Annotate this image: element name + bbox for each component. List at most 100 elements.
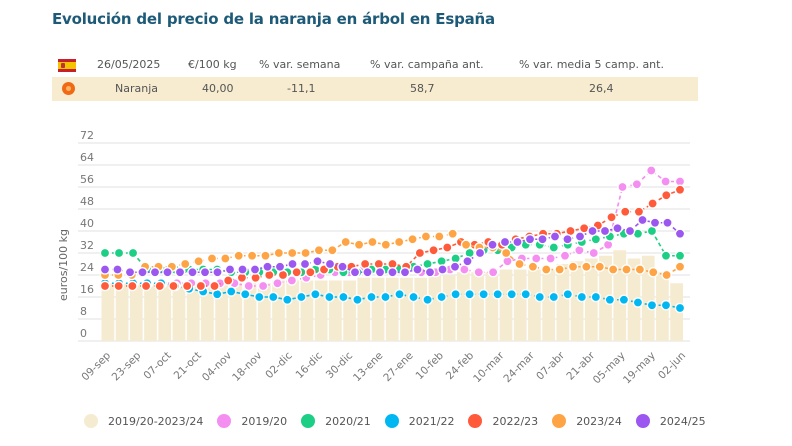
x-tick-label: 09-sep <box>79 349 113 383</box>
average-bar <box>357 277 371 341</box>
data-point <box>272 277 283 289</box>
data-point <box>512 236 523 248</box>
legend-label: 2023/24 <box>576 414 622 428</box>
legend-swatch-icon <box>635 414 650 428</box>
data-point <box>310 288 321 300</box>
legend-label: 2024/25 <box>659 414 706 428</box>
data-point <box>113 280 124 292</box>
x-tick-label: 21-oct <box>172 350 204 382</box>
data-point <box>450 288 461 300</box>
data-point <box>124 266 136 278</box>
data-point <box>366 291 377 303</box>
data-point <box>612 222 623 234</box>
average-bar <box>428 275 442 341</box>
average-bar <box>485 272 499 341</box>
data-point <box>394 288 405 300</box>
x-tick-label: 02-dic <box>263 349 295 381</box>
data-point <box>162 266 173 278</box>
data-point <box>520 288 532 300</box>
data-point <box>474 247 486 259</box>
data-point <box>548 242 560 253</box>
data-point <box>296 291 307 303</box>
legend-item[interactable]: 2019/20 <box>217 414 287 428</box>
data-point <box>587 225 598 237</box>
legend-item[interactable]: 2024/25 <box>635 414 706 428</box>
x-tick-label: 07-oct <box>141 350 173 382</box>
legend-label: 2022/23 <box>492 414 539 428</box>
data-point <box>604 294 616 306</box>
chart-title: Evolución del precio de la naranja en ár… <box>52 10 495 28</box>
data-point <box>267 291 279 303</box>
data-point <box>661 189 672 201</box>
price-line-chart: 0 8 16 24 32 40 48 56 64 72 euros/100 kg 09-sep23… <box>57 129 690 386</box>
legend-item[interactable]: 2020/21 <box>301 414 371 428</box>
data-point <box>590 291 602 303</box>
data-point <box>549 231 561 242</box>
data-point <box>286 275 298 286</box>
x-tick-label: 16-dic <box>293 349 325 381</box>
legend-item[interactable]: 2021/22 <box>384 414 454 428</box>
var-5camp-value: 26,4 <box>589 82 614 95</box>
summary-header-row: 26/05/2025 €/100 kg % var. semana % var.… <box>52 53 698 77</box>
data-point <box>374 266 386 278</box>
average-bar <box>528 269 541 341</box>
data-point <box>674 184 686 196</box>
data-point <box>209 280 220 292</box>
data-point <box>305 266 316 278</box>
data-point <box>299 258 311 270</box>
var-campaign-header: % var. campaña ant. <box>370 58 484 71</box>
data-point <box>647 198 658 209</box>
data-point <box>349 266 361 278</box>
series-2022-23 <box>99 184 686 292</box>
data-point <box>661 269 672 281</box>
data-point <box>337 261 348 273</box>
legend-item[interactable]: 2023/24 <box>552 414 622 428</box>
data-point <box>237 264 248 275</box>
data-point <box>246 250 258 262</box>
data-point <box>137 266 148 278</box>
data-point <box>253 291 265 303</box>
data-point <box>154 280 166 292</box>
x-tick-label: 18-nov <box>230 350 264 384</box>
price-value: 40,00 <box>202 82 234 95</box>
data-point <box>127 247 139 259</box>
data-point <box>199 266 211 278</box>
data-point <box>338 291 349 303</box>
data-point <box>559 250 571 262</box>
average-bar <box>329 280 342 341</box>
legend-item[interactable]: 2019/20-2023/24 <box>84 414 203 428</box>
data-point <box>249 264 261 275</box>
data-point <box>313 244 325 256</box>
data-point <box>524 233 536 245</box>
average-bar <box>115 283 129 341</box>
average-bar <box>229 283 243 341</box>
data-point <box>634 264 646 275</box>
data-point <box>113 247 125 259</box>
data-point <box>447 228 458 240</box>
data-point <box>420 231 432 242</box>
data-point <box>607 264 619 275</box>
summary-data-row: Naranja 40,00 -11,1 58,7 26,4 <box>52 77 698 101</box>
data-point <box>441 242 453 253</box>
x-tick-labels: 09-sep23-sep07-oct21-oct04-nov18-nov02-d… <box>79 349 688 386</box>
data-point <box>606 211 617 223</box>
legend-item[interactable]: 2022/23 <box>468 414 538 428</box>
x-tick-label: 04-nov <box>200 350 234 384</box>
data-point <box>312 255 323 267</box>
data-point <box>660 299 672 311</box>
var-week-value: -11,1 <box>287 82 316 95</box>
data-point <box>212 266 223 278</box>
data-point <box>286 247 298 259</box>
average-bar <box>670 283 683 341</box>
data-point <box>576 291 588 303</box>
data-point <box>99 247 111 259</box>
data-point <box>179 258 191 270</box>
data-point <box>380 291 391 303</box>
product-name: Naranja <box>115 82 159 95</box>
data-point <box>617 181 628 193</box>
price-summary-table: 26/05/2025 €/100 kg % var. semana % var.… <box>52 53 698 101</box>
legend-label: 2020/21 <box>325 414 371 428</box>
data-point <box>462 255 473 267</box>
data-point <box>399 266 411 278</box>
average-bar <box>400 277 413 341</box>
